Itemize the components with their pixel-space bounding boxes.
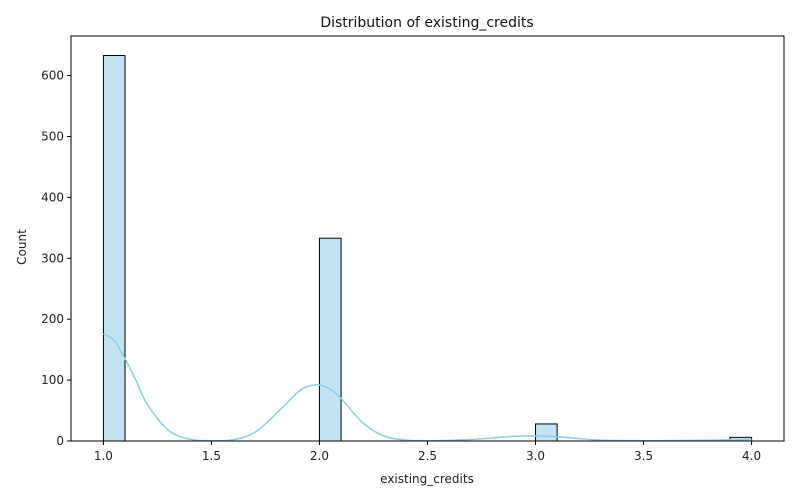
x-tick-label: 3.0 [526, 449, 545, 463]
x-tick-label: 2.5 [418, 449, 437, 463]
histogram-bar [318, 237, 342, 442]
histogram-bar [102, 54, 126, 442]
y-tick-label: 500 [41, 129, 64, 143]
y-tick-label: 200 [41, 312, 64, 326]
chart-title: Distribution of existing_credits [320, 15, 533, 31]
y-tick-label: 600 [41, 69, 64, 83]
y-tick-label: 400 [41, 190, 64, 204]
bars-group [102, 54, 753, 442]
histogram-bar [535, 423, 558, 442]
y-tick-label: 0 [56, 434, 64, 448]
plot-frame [70, 35, 785, 442]
y-axis-label: Count [15, 229, 29, 265]
kde-line [103, 333, 752, 442]
x-axis-ticks: 1.0 1.5 2.0 2.5 3.0 3.5 4.0 [94, 441, 761, 463]
x-tick-label: 3.5 [634, 449, 653, 463]
y-tick-label: 300 [41, 251, 64, 265]
x-tick-label: 1.5 [202, 449, 221, 463]
x-tick-label: 2.0 [310, 449, 329, 463]
x-tick-label: 4.0 [742, 449, 761, 463]
y-axis-ticks: 0 100 200 300 400 500 600 [41, 69, 71, 448]
x-tick-label: 1.0 [94, 449, 113, 463]
x-axis-label: existing_credits [380, 472, 474, 486]
y-tick-label: 100 [41, 373, 64, 387]
